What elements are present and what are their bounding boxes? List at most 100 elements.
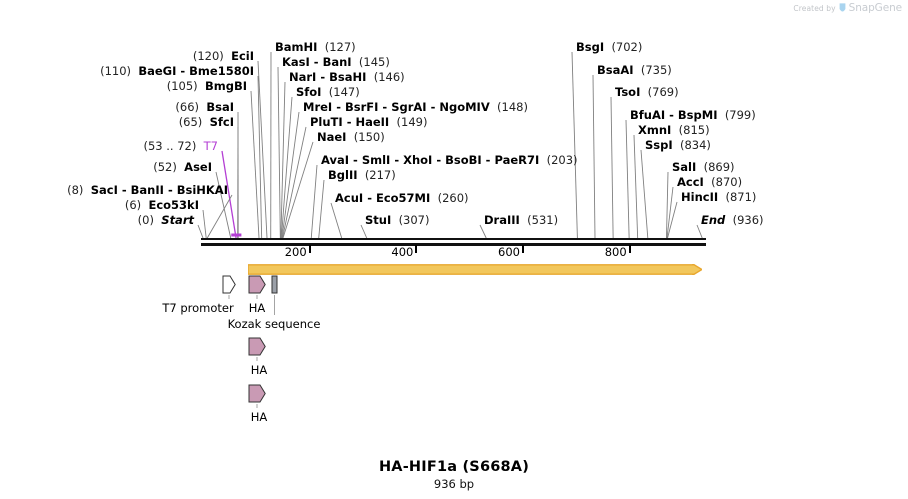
enzyme-label-draiii[interactable]: DraIII (531) xyxy=(484,214,558,226)
enzyme-position: (150) xyxy=(353,130,385,144)
enzyme-position: (127) xyxy=(324,40,356,54)
enzyme-name: SfoI xyxy=(296,85,322,99)
enzyme-label-asei[interactable]: (52) AseI xyxy=(153,161,212,173)
enzyme-label-bsai[interactable]: (66) BsaI xyxy=(175,101,234,113)
feature-ha-2[interactable] xyxy=(248,337,266,360)
enzyme-position: (834) xyxy=(679,138,711,152)
enzyme-position: (815) xyxy=(678,123,710,137)
feature-t7-promoter[interactable] xyxy=(222,275,236,298)
enzyme-name: BspMI xyxy=(677,108,718,122)
enzyme-label-sali[interactable]: SalI (869) xyxy=(672,161,735,173)
enzyme-label-hincii[interactable]: HincII (871) xyxy=(681,191,756,203)
enzyme-separator: - xyxy=(426,100,440,114)
arrow-right-filled-icon xyxy=(248,275,266,294)
snapgene-logo-icon xyxy=(839,2,846,14)
enzyme-name: NarI xyxy=(289,70,317,84)
enzyme-name: T7 xyxy=(203,139,218,153)
enzyme-name: SfcI xyxy=(209,115,234,129)
enzyme-label-stui[interactable]: StuI (307) xyxy=(365,214,430,226)
leader-line-eco53ki xyxy=(202,209,207,239)
enzyme-name: KasI xyxy=(282,55,310,69)
enzyme-label-eco53ki[interactable]: (6) Eco53kI xyxy=(125,199,199,211)
enzyme-label-sspi[interactable]: SspI (834) xyxy=(645,139,711,151)
arrow-right-filled-icon xyxy=(248,384,266,403)
enzyme-name: XmnI xyxy=(638,123,672,137)
enzyme-name: BglII xyxy=(328,168,358,182)
leader-line-sfoi xyxy=(280,96,293,239)
enzyme-separator: - xyxy=(332,100,345,114)
enzyme-name: Eco53kI xyxy=(148,198,199,212)
ruler-tick-label: 600 xyxy=(498,245,520,259)
enzyme-label-naei[interactable]: NaeI (150) xyxy=(317,131,385,143)
enzyme-label-kasi[interactable]: KasI - BanI (145) xyxy=(282,56,390,68)
enzyme-name: NgoMIV xyxy=(439,100,490,114)
leader-line-bsaai xyxy=(592,74,596,239)
enzyme-label-bsgi[interactable]: BsgI (702) xyxy=(576,41,642,53)
enzyme-label-nari[interactable]: NarI - BsaHI (146) xyxy=(289,71,405,83)
enzyme-label-end[interactable]: End (936) xyxy=(701,214,764,226)
enzyme-label-saci[interactable]: (8) SacI - BanII - BsiHKAI xyxy=(67,184,228,196)
backbone-strand-bottom xyxy=(201,243,706,246)
feature-ha-3[interactable] xyxy=(248,384,266,407)
enzyme-label-mrei[interactable]: MreI - BsrFI - SgrAI - NgoMIV (148) xyxy=(303,101,528,113)
enzyme-label-pluti[interactable]: PluTI - HaeII (149) xyxy=(310,116,427,128)
enzyme-label-acui[interactable]: AcuI - Eco57MI (260) xyxy=(335,192,469,204)
enzyme-label-acci[interactable]: AccI (870) xyxy=(677,176,742,188)
ruler-tick xyxy=(415,245,418,253)
enzyme-label-avai[interactable]: AvaI - SmlI - XhoI - BsoBI - PaeR7I (203… xyxy=(321,154,578,166)
leader-line-mrei xyxy=(281,111,300,239)
leader-line-bmgbi xyxy=(250,90,260,239)
enzyme-name: HaeII xyxy=(355,115,390,129)
enzyme-label-xmni[interactable]: XmnI (815) xyxy=(638,124,710,136)
ruler-tick-label: 200 xyxy=(284,245,307,259)
enzyme-name: BsaHI xyxy=(329,70,367,84)
feature-label-ha-2: HA xyxy=(250,363,268,377)
enzyme-label-bmgbi[interactable]: (105) BmgBI xyxy=(167,80,247,92)
enzyme-separator: - xyxy=(342,115,356,129)
enzyme-label-bfuai[interactable]: BfuAI - BspMI (799) xyxy=(630,109,756,121)
enzyme-label-bglii[interactable]: BglII (217) xyxy=(328,169,396,181)
enzyme-separator: - xyxy=(390,153,404,167)
enzyme-name: BsiHKAI xyxy=(176,183,228,197)
leader-line-eciI xyxy=(257,60,268,239)
enzyme-label-tsoi[interactable]: TsoI (769) xyxy=(615,86,679,98)
enzyme-name: BsaAI xyxy=(597,63,634,77)
feature-kozak-sequence[interactable] xyxy=(271,275,278,298)
enzyme-label-start[interactable]: (0) Start xyxy=(138,214,194,226)
enzyme-separator: - xyxy=(665,108,678,122)
leader-line-bfuai xyxy=(625,119,630,239)
enzyme-label-eciI[interactable]: (120) EciI xyxy=(193,50,254,62)
enzyme-position: (702) xyxy=(611,40,643,54)
enzyme-name: AvaI xyxy=(321,153,350,167)
enzyme-position: (52) xyxy=(153,160,177,174)
ruler-tick-label: 800 xyxy=(604,245,627,259)
enzyme-label-sfci[interactable]: (65) SfcI xyxy=(179,116,234,128)
leader-line-naei xyxy=(282,141,314,239)
leader-line-pluti xyxy=(282,126,307,239)
enzyme-name: BamHI xyxy=(275,40,318,54)
enzyme-position: (936) xyxy=(732,213,764,227)
leader-line-sali xyxy=(666,171,669,239)
orf-arrow[interactable] xyxy=(247,260,704,277)
feature-ha-1[interactable] xyxy=(248,275,266,298)
enzyme-position: (307) xyxy=(398,213,430,227)
enzyme-position: (65) xyxy=(178,115,203,129)
enzyme-label-bamhi[interactable]: BamHI (127) xyxy=(275,41,356,53)
enzyme-label-baegi[interactable]: (110) BaeGI - Bme1580I xyxy=(100,65,254,77)
leader-line-asei xyxy=(215,171,232,239)
enzyme-name: BfuAI xyxy=(630,108,666,122)
leader-line-tsoi xyxy=(610,96,614,239)
enzyme-label-bsaai[interactable]: BsaAI (735) xyxy=(597,64,672,76)
leader-line-baegi xyxy=(257,75,263,239)
leader-line-xmni xyxy=(633,134,639,239)
enzyme-name: BsoBI xyxy=(445,153,482,167)
ruler-tick xyxy=(522,245,524,253)
enzyme-name: SspI xyxy=(645,138,673,152)
enzyme-position: (769) xyxy=(647,85,679,99)
enzyme-label-t7[interactable]: (53 .. 72) T7 xyxy=(143,140,218,152)
page-subtitle: 936 bp xyxy=(433,477,475,491)
enzyme-position: (8) xyxy=(67,183,84,197)
enzyme-name: SacI xyxy=(90,183,118,197)
feature-label-ha-1: HA xyxy=(248,301,266,315)
enzyme-label-sfoi[interactable]: SfoI (147) xyxy=(296,86,360,98)
